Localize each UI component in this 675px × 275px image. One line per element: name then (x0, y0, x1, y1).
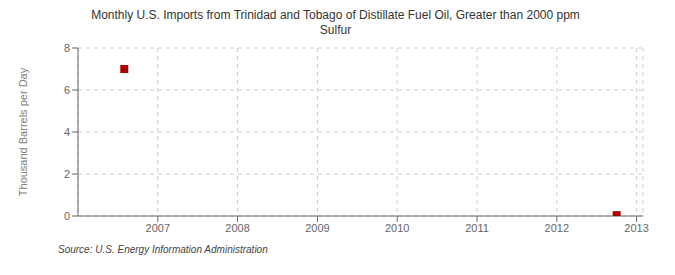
svg-text:2011: 2011 (465, 222, 489, 234)
svg-text:8: 8 (64, 42, 70, 54)
html-text:Monthly U.S. Imports from Trin: Monthly U.S. Imports from Trinidad and T… (91, 8, 580, 22)
svg-text:2007: 2007 (146, 222, 170, 234)
svg-text:Thousand Barrels per Day: Thousand Barrels per Day (17, 67, 29, 196)
svg-text:2: 2 (64, 168, 70, 180)
html-text:Sulfur: Sulfur (319, 23, 352, 37)
svg-text:2008: 2008 (225, 222, 249, 234)
svg-text:2012: 2012 (545, 222, 569, 234)
html-text:Source: U.S. Energy Informatio: Source: U.S. Energy Information Administ… (58, 244, 268, 255)
svg-text:2013: 2013 (624, 222, 648, 234)
svg-text:2009: 2009 (305, 222, 329, 234)
svg-text:0: 0 (64, 210, 70, 222)
svg-text:6: 6 (64, 84, 70, 96)
svg-text:4: 4 (64, 126, 70, 138)
svg-text:2010: 2010 (385, 222, 409, 234)
